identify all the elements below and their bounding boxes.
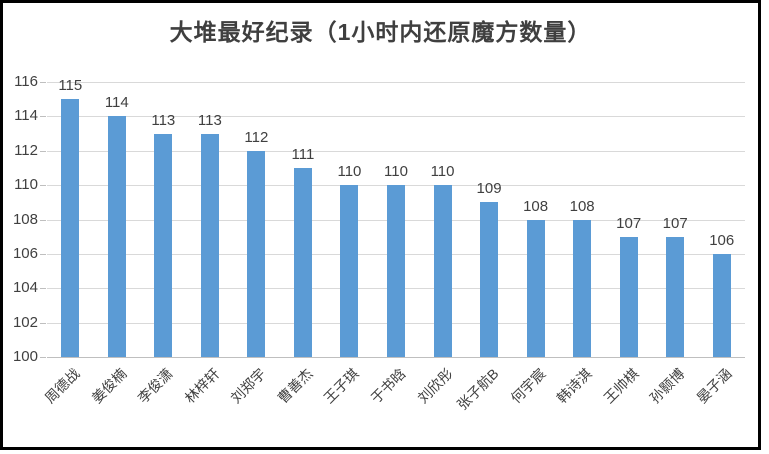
y-tick: [40, 185, 46, 187]
y-tick: [40, 288, 46, 290]
bar-value-label: 107: [616, 214, 642, 232]
x-axis-line: [47, 357, 745, 358]
bar: [666, 236, 685, 357]
bar-value-label: 107: [662, 214, 688, 232]
y-tick-label: 106: [12, 244, 38, 262]
y-tick-label: 116: [14, 73, 38, 90]
bar-value-label: 110: [337, 163, 362, 181]
y-tick-label: 102: [12, 313, 38, 331]
bar: [433, 185, 452, 357]
bar-value-label: 106: [709, 231, 735, 249]
bar-value-label: 113: [151, 111, 176, 129]
gridline: [47, 150, 745, 152]
bar: [712, 253, 731, 357]
bar: [573, 219, 592, 357]
bar: [293, 167, 312, 357]
bar-value-label: 109: [476, 180, 502, 198]
bar: [154, 133, 173, 357]
bar-value-label: 111: [291, 145, 315, 163]
bar-value-label: 110: [384, 163, 408, 181]
bar: [619, 236, 638, 357]
y-tick-label: 104: [12, 279, 38, 297]
bar: [247, 150, 266, 357]
bar-value-label: 115: [58, 77, 83, 95]
y-tick: [40, 82, 46, 83]
y-tick-label: 112: [14, 141, 38, 159]
gridline: [47, 116, 745, 118]
y-tick-label: 108: [12, 210, 38, 228]
gridline: [47, 82, 745, 83]
chart-title: 大堆最好纪录（1小时内还原魔方数量）: [169, 19, 592, 45]
y-tick-label: 110: [14, 176, 38, 194]
y-tick-label: 100: [12, 348, 38, 365]
y-tick-label: 114: [14, 107, 38, 125]
bar: [387, 185, 405, 357]
bar: [340, 185, 359, 357]
bar: [61, 99, 80, 357]
y-tick: [40, 219, 46, 221]
bar-value-label: 108: [569, 197, 595, 215]
plot-area: 115 114 113 113 112 111 110 110 110 109 108 108 107 1…: [47, 77, 745, 358]
bar: [107, 116, 126, 357]
bar-value-label: 112: [244, 128, 269, 146]
bar-value-label: 114: [104, 94, 129, 112]
y-tick: [40, 253, 46, 255]
bar: [200, 133, 219, 357]
y-tick: [40, 322, 46, 324]
bar-value-label: 108: [523, 197, 549, 215]
y-tick: [40, 357, 46, 358]
bar-value-label: 113: [197, 111, 222, 129]
y-tick: [40, 116, 46, 118]
bar-value-label: 110: [430, 163, 455, 181]
bar: [526, 219, 545, 357]
bar: [480, 202, 499, 357]
y-tick: [40, 150, 46, 152]
